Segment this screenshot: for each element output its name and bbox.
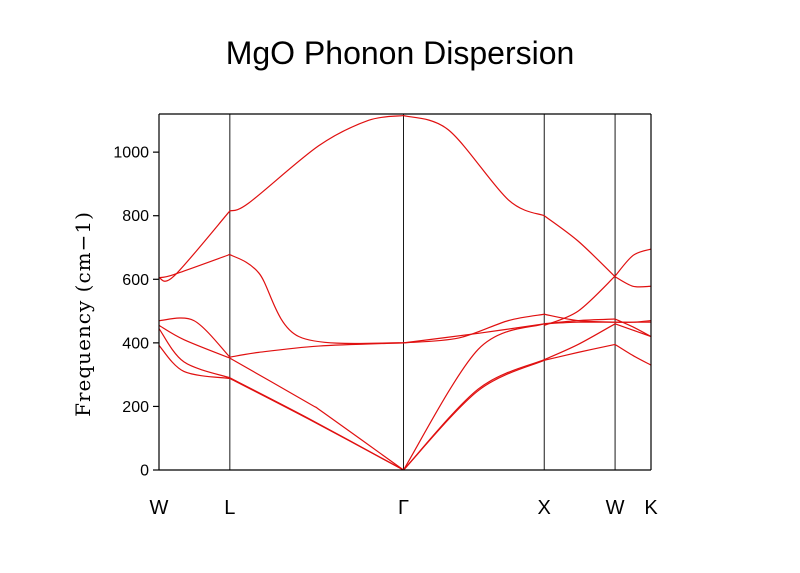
y-tick-label: 600 <box>122 272 149 289</box>
phonon-band-band-5 <box>403 313 545 344</box>
phonon-band-band-6 <box>403 115 545 217</box>
phonon-band-band-4 <box>158 317 231 358</box>
phonon-band-band-5 <box>615 320 652 323</box>
high-symmetry-label: K <box>644 497 658 519</box>
phonon-band-band-3 <box>402 323 545 471</box>
phonon-band-band-2 <box>403 359 545 471</box>
y-tick-label: 1000 <box>113 145 149 162</box>
phonon-band-band-1 <box>614 343 652 366</box>
dispersion-bands <box>158 114 652 471</box>
phonon-band-band-6 <box>158 210 231 282</box>
phonon-band-band-7 <box>614 248 652 277</box>
phonon-band-band-5 <box>158 253 231 279</box>
phonon-band-band-2 <box>158 328 231 379</box>
phonon-band-band-6 <box>229 114 404 212</box>
axes <box>158 113 652 471</box>
phonon-band-band-2 <box>614 323 652 338</box>
phonon-band-band-4 <box>403 323 545 344</box>
phonon-band-band-1 <box>544 343 616 361</box>
phonon-band-band-2 <box>543 323 616 361</box>
chart-title: MgO Phonon Dispersion <box>226 35 575 71</box>
y-ticks: 0 200 400 600 800 1000 <box>113 145 159 480</box>
phonon-band-band-5 <box>544 313 616 323</box>
high-symmetry-label: W <box>606 497 625 519</box>
y-tick-label: 0 <box>140 463 149 480</box>
phonon-band-band-3 <box>158 324 231 359</box>
y-tick-label: 800 <box>122 208 149 225</box>
high-symmetry-label: L <box>224 497 235 519</box>
high-symmetry-label: X <box>538 497 551 519</box>
y-axis-label: Frequency (cm−1) <box>71 211 95 417</box>
high-symmetry-label: Γ <box>398 497 409 519</box>
phonon-band-band-2 <box>229 377 404 471</box>
y-tick-label: 200 <box>122 399 149 416</box>
phonon-band-band-4 <box>229 342 404 358</box>
phonon-band-band-6 <box>614 276 652 288</box>
phonon-band-band-7 <box>543 275 616 326</box>
high-symmetry-label: W <box>150 497 169 519</box>
phonon-band-band-3 <box>229 357 404 471</box>
phonon-band-band-3 <box>614 318 652 338</box>
phonon-band-band-1 <box>403 359 545 471</box>
y-tick-label: 400 <box>122 335 149 352</box>
phonon-band-band-6 <box>543 215 616 278</box>
phonon-band-band-5 <box>229 253 404 345</box>
y-axis-label-group: Frequency (cm−1) <box>71 211 95 417</box>
phonon-band-band-1 <box>158 344 230 380</box>
high-symmetry-lines <box>229 114 616 470</box>
